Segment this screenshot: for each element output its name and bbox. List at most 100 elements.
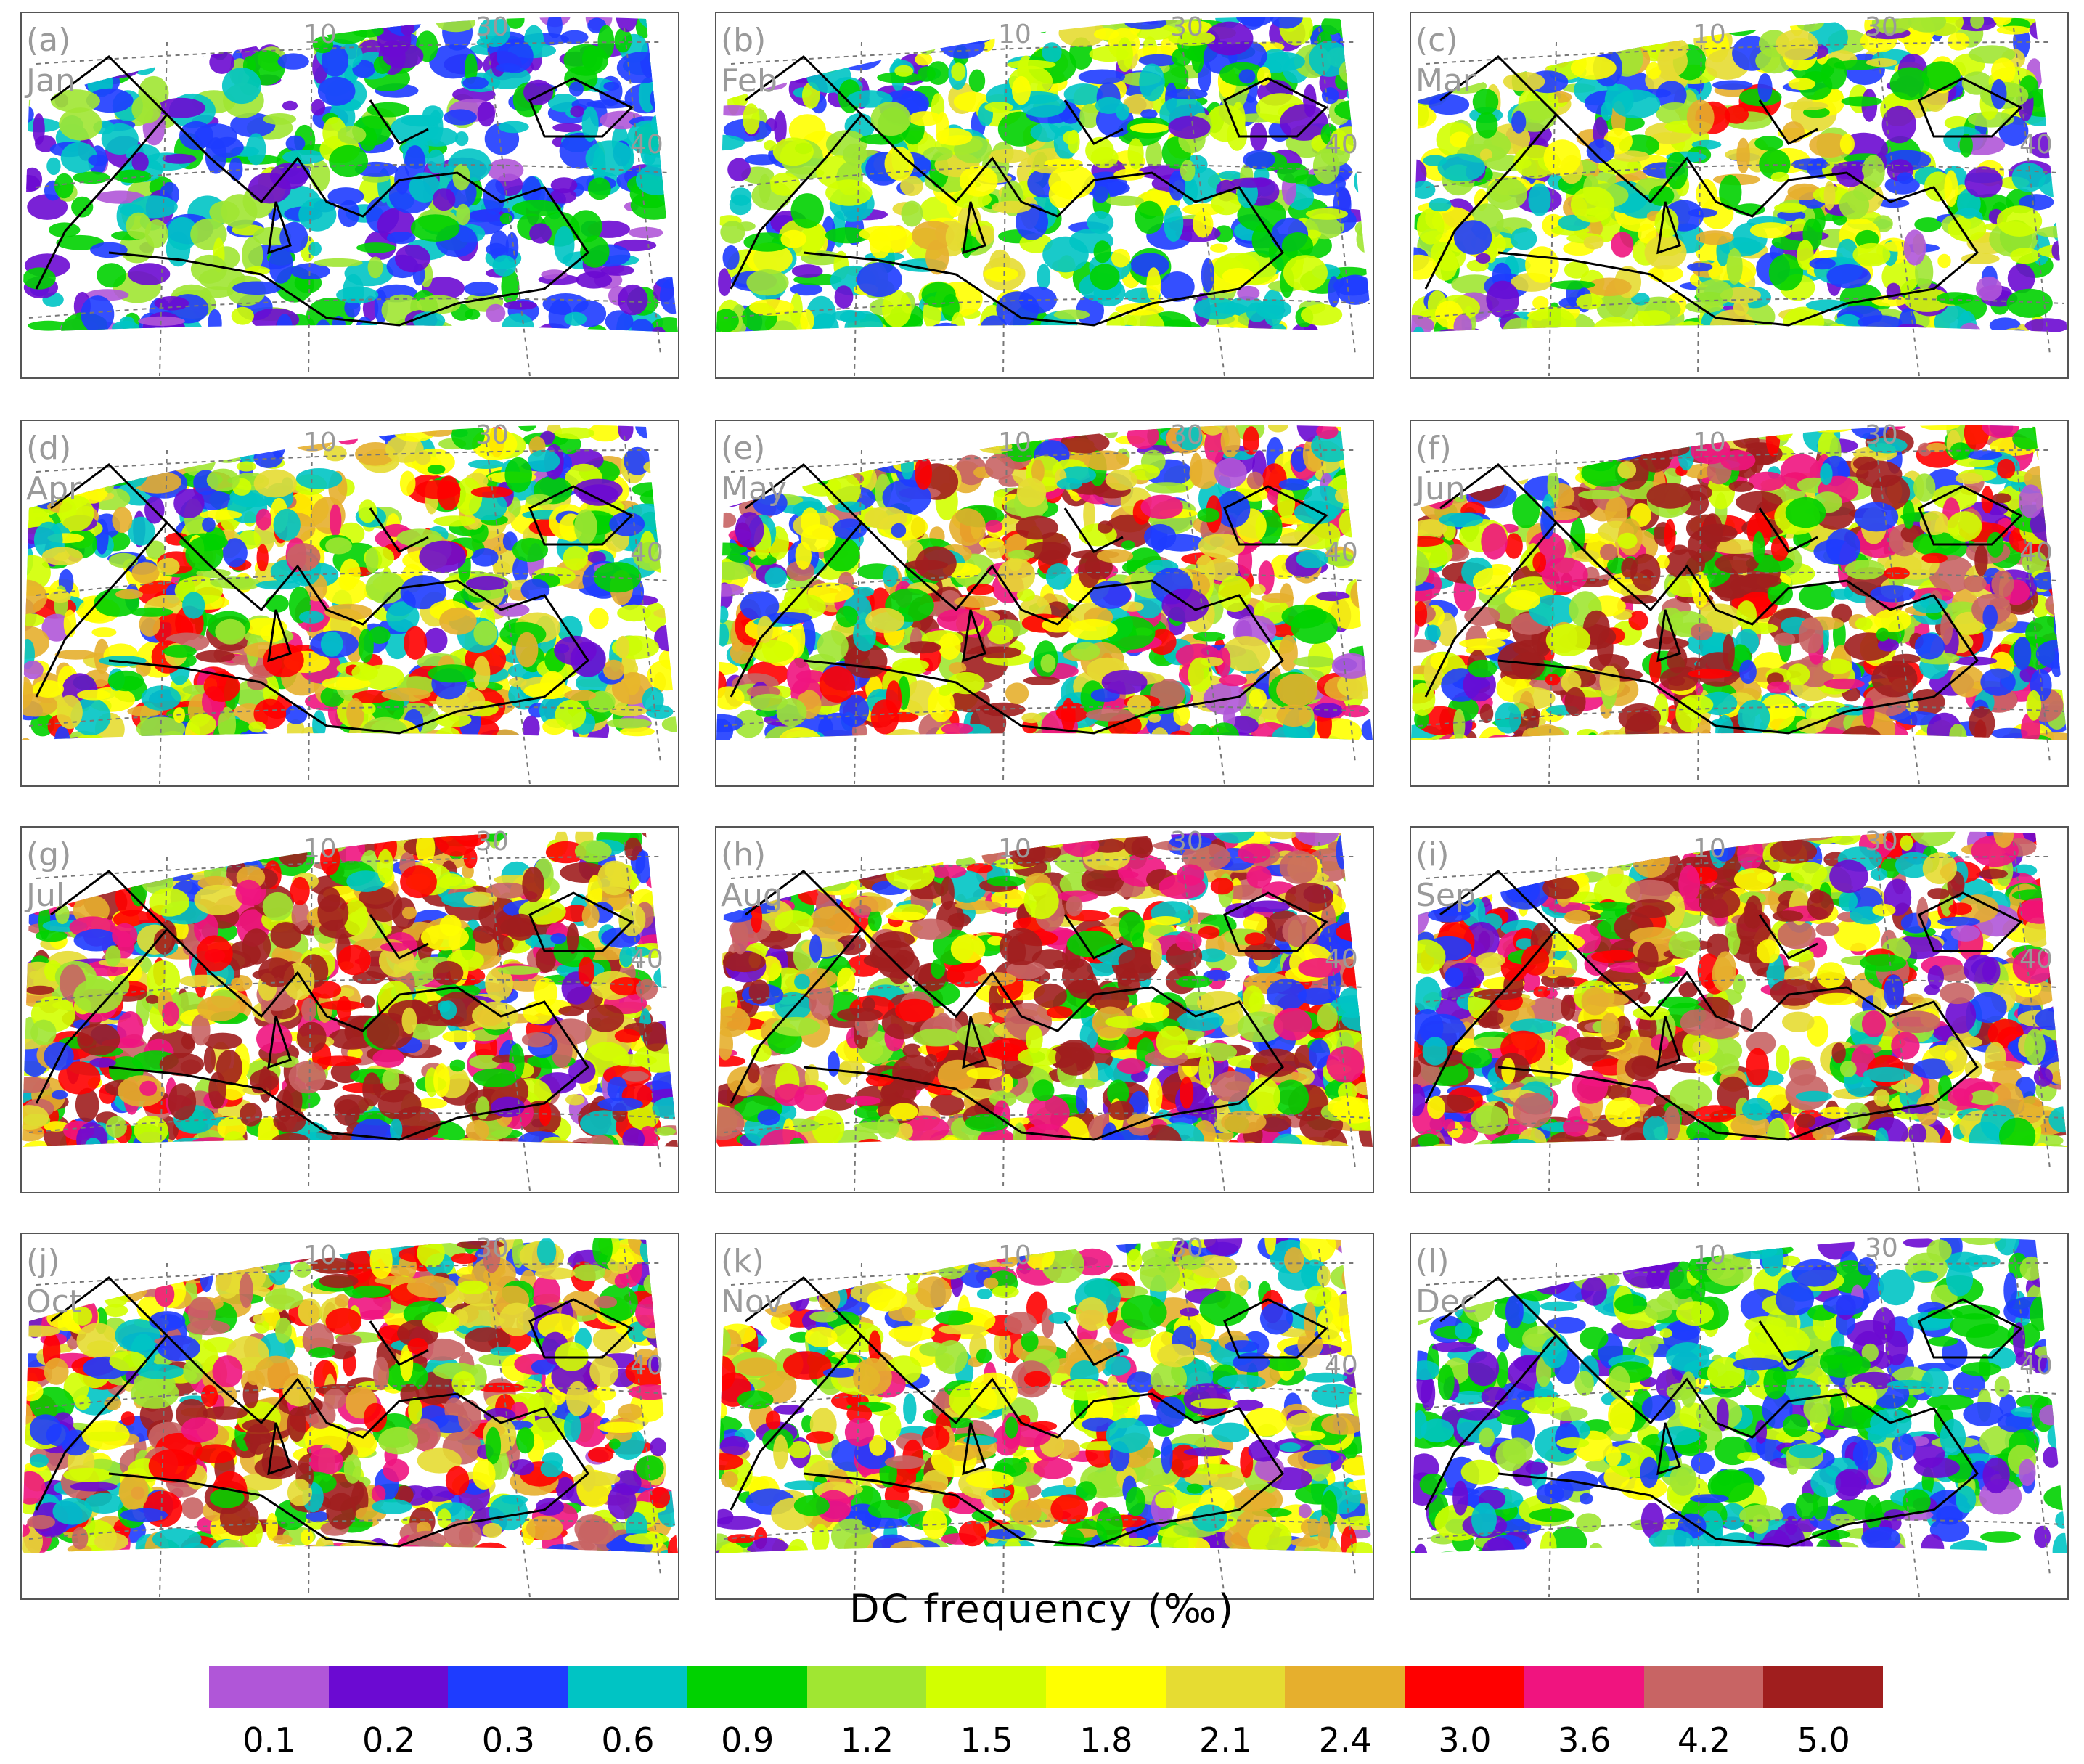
- month-label: Mar: [1415, 65, 1476, 97]
- colorbar-tick-label: 0.3: [449, 1720, 568, 1760]
- colorbar-tick-label: 1.2: [807, 1720, 927, 1760]
- latitude-label: 40: [2019, 947, 2053, 973]
- latitude-label: 40: [1325, 540, 1358, 566]
- month-label: Jul: [26, 880, 65, 912]
- colorbar-tick-label: 3.6: [1524, 1720, 1644, 1760]
- map-panel-oct: (j) Oct 10 30 40: [20, 1233, 679, 1600]
- month-label: Apr: [26, 473, 81, 505]
- latitude-label: 40: [1325, 947, 1358, 973]
- colorbar-tick-label: 0.6: [568, 1720, 688, 1760]
- colorbar-tick-label: 1.5: [927, 1720, 1047, 1760]
- longitude-label: 30: [475, 15, 509, 41]
- longitude-label: 10: [303, 1243, 337, 1269]
- longitude-label: 10: [998, 836, 1031, 862]
- longitude-label: 30: [475, 829, 509, 855]
- map-panel-nov: (k) Nov 10 30 40: [715, 1233, 1374, 1600]
- colorbar-tick-label: 5.0: [1764, 1720, 1884, 1760]
- colorbar-tick-label: 0.2: [329, 1720, 449, 1760]
- colorbar-segment: [1166, 1666, 1286, 1708]
- longitude-label: 30: [1865, 422, 1898, 449]
- map-field: [716, 13, 1373, 377]
- colorbar-tick-label: 0.9: [687, 1720, 807, 1760]
- latitude-label: 40: [1325, 1353, 1358, 1379]
- map-field: [22, 421, 678, 785]
- panel-label: (e): [721, 433, 765, 465]
- panel-label: (l): [1415, 1246, 1450, 1278]
- colorbar-title: DC frequency (‰): [0, 1586, 2084, 1632]
- longitude-label: 30: [1170, 1236, 1204, 1262]
- latitude-label: 40: [630, 947, 663, 973]
- colorbar-tick-label: 0.1: [209, 1720, 329, 1760]
- longitude-label: 10: [998, 1243, 1031, 1269]
- month-label: Oct: [26, 1286, 81, 1318]
- latitude-label: 40: [2019, 540, 2053, 566]
- panel-label: (j): [26, 1246, 60, 1278]
- map-panel-jul: (g) Jul 10 30 40: [20, 826, 679, 1193]
- map-panel-mar: (c) Mar 10 30 40: [1410, 12, 2069, 379]
- colorbar-segment: [1524, 1666, 1644, 1708]
- longitude-label: 10: [303, 22, 337, 48]
- map-field: [1411, 421, 2067, 785]
- map-field: [22, 828, 678, 1192]
- panel-label: (c): [1415, 25, 1458, 57]
- panel-label: (f): [1415, 433, 1452, 465]
- month-label: Nov: [721, 1286, 783, 1318]
- month-label: Aug: [721, 880, 783, 912]
- month-label: Jan: [26, 65, 75, 97]
- longitude-label: 10: [998, 430, 1031, 456]
- map-field: [22, 1234, 678, 1598]
- longitude-label: 30: [1865, 15, 1898, 41]
- colorbar-tick-label: 2.4: [1286, 1720, 1405, 1760]
- colorbar-segment: [687, 1666, 807, 1708]
- map-field: [1411, 828, 2067, 1192]
- colorbar-segment: [926, 1666, 1046, 1708]
- colorbar-segment: [1285, 1666, 1405, 1708]
- latitude-label: 40: [2019, 132, 2053, 158]
- colorbar-segment: [1046, 1666, 1166, 1708]
- colorbar-tick-label: 1.8: [1046, 1720, 1166, 1760]
- colorbar-segment: [1405, 1666, 1524, 1708]
- longitude-label: 10: [998, 22, 1031, 48]
- longitude-label: 10: [303, 836, 337, 862]
- map-field: [716, 421, 1373, 785]
- panel-label: (h): [721, 839, 766, 871]
- latitude-label: 40: [630, 132, 663, 158]
- colorbar-tick-label: 2.1: [1166, 1720, 1286, 1760]
- longitude-label: 10: [1693, 430, 1726, 456]
- longitude-label: 30: [1865, 1236, 1898, 1262]
- panel-label: (k): [721, 1246, 764, 1278]
- panel-label: (b): [721, 25, 766, 57]
- longitude-label: 10: [303, 430, 337, 456]
- month-label: Sep: [1415, 880, 1476, 912]
- map-field: [716, 1234, 1373, 1598]
- longitude-label: 30: [1170, 15, 1204, 41]
- latitude-label: 40: [1325, 132, 1358, 158]
- longitude-label: 30: [1865, 829, 1898, 855]
- longitude-label: 10: [1693, 1243, 1726, 1269]
- map-field: [22, 13, 678, 377]
- longitude-label: 30: [475, 1236, 509, 1262]
- longitude-label: 30: [475, 422, 509, 449]
- latitude-label: 40: [630, 1353, 663, 1379]
- colorbar-segment: [568, 1666, 687, 1708]
- longitude-label: 30: [1170, 422, 1204, 449]
- panel-label: (g): [26, 839, 71, 871]
- longitude-label: 10: [1693, 836, 1726, 862]
- colorbar-segment: [209, 1666, 329, 1708]
- longitude-label: 10: [1693, 22, 1726, 48]
- map-field: [1411, 1234, 2067, 1598]
- latitude-label: 40: [2019, 1353, 2053, 1379]
- colorbar: [209, 1666, 1883, 1708]
- colorbar-segment: [1644, 1666, 1764, 1708]
- colorbar-segment: [1763, 1666, 1883, 1708]
- colorbar-segment: [807, 1666, 927, 1708]
- latitude-label: 40: [630, 540, 663, 566]
